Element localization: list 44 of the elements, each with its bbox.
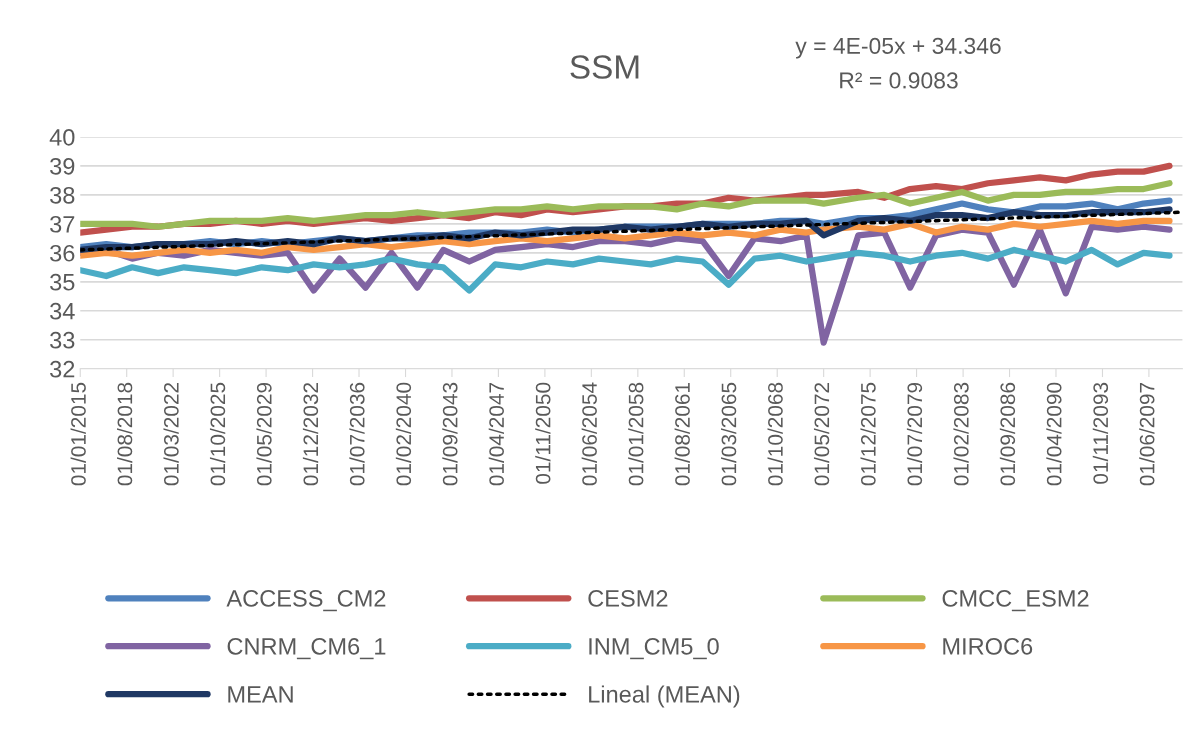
legend-label: MIROC6 [943,638,1033,655]
legend-label: MEAN [228,686,293,703]
text: R² = 0.9083 [840,72,958,89]
x-tick-label: 01/02/2040 [395,382,412,486]
legend-label: CNRM_CM6_1 [227,638,386,660]
x-tick-label: 01/01/2015 [70,382,86,486]
y-tick-label: 39 [50,157,75,175]
legend-label: CESM2 [588,590,668,607]
legend-label: ACCESS_CM2 [226,590,386,612]
x-tick-label: 01/11/2093 [1092,382,1109,484]
x-tick-label: 01/07/2079 [906,382,923,486]
chart-title: SSM [570,55,639,79]
x-tick-label: 01/10/2068 [767,382,783,486]
x-tick-label: 01/01/2058 [628,382,644,486]
y-tick-label: 38 [50,186,75,204]
x-tick-label: 01/02/2083 [953,382,969,486]
y-tick-label: 35 [50,273,75,291]
x-tick-label: 01/08/2018 [116,382,133,486]
x-tick-label: 01/04/2047 [488,382,504,486]
x-tick-label: 01/06/2054 [581,382,597,486]
x-tick-label: 01/05/2072 [813,382,830,486]
y-tick-label: 33 [50,331,75,349]
x-tick-label: 01/12/2075 [860,382,876,486]
legend-label: Lineal (MEAN) [589,685,740,708]
y-tick-label: 40 [49,128,75,146]
x-tick-label: 01/04/2090 [1046,382,1062,486]
x-tick-label: 01/05/2029 [256,382,272,486]
y-tick-label: 32 [50,360,75,378]
x-tick-label: 01/08/2061 [674,382,690,486]
y-tick-label: 37 [50,215,75,233]
y-tick-label: 36 [50,244,75,262]
x-tick-label: 01/09/2043 [442,382,458,486]
x-tick-label: 01/06/2097 [1139,382,1155,486]
x-tick-label: 01/07/2036 [349,382,365,486]
text: y = 4E-05x + 34.346 [795,37,1001,59]
x-tick-label: 01/03/2022 [163,382,179,486]
x-tick-label: 01/09/2086 [999,382,1016,486]
x-tick-label: 01/10/2025 [209,382,226,486]
y-tick-label: 34 [50,302,75,320]
x-tick-label: 01/12/2032 [302,382,319,486]
legend-label: CMCC_ESM2 [942,590,1089,612]
legend-label: INM_CM5_0 [589,638,719,660]
x-tick-label: 01/03/2065 [721,382,737,486]
x-tick-label: 01/11/2050 [535,382,551,484]
